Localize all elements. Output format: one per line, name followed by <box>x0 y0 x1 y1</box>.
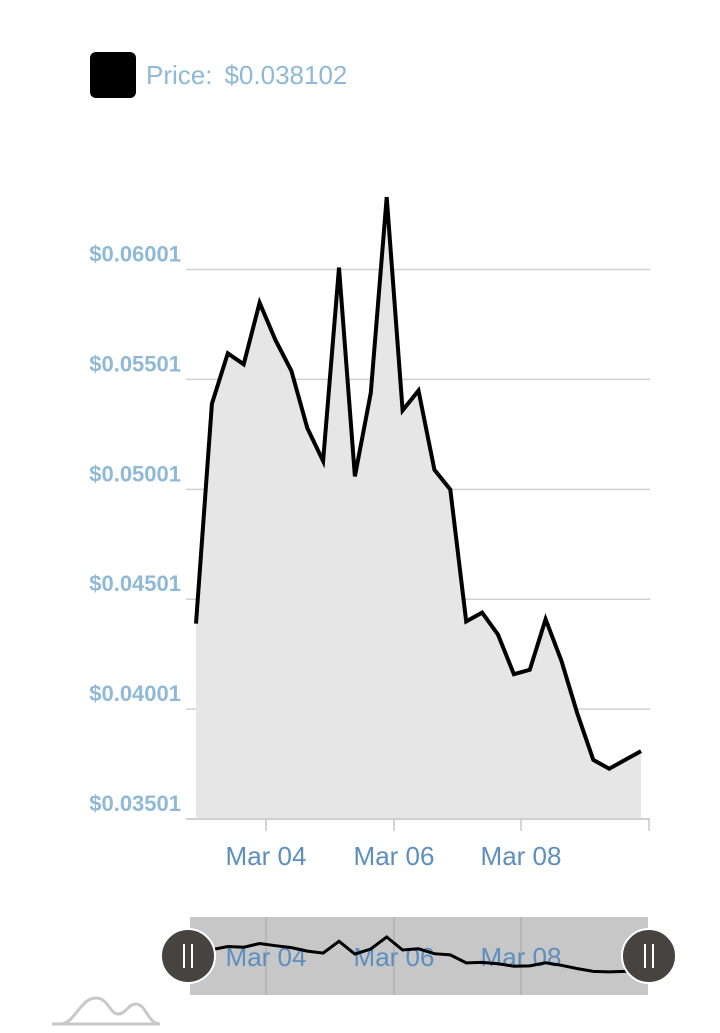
legend-swatch <box>90 52 136 98</box>
grip-lines-icon <box>183 944 193 968</box>
y-tick-label: $0.05001 <box>89 461 181 486</box>
y-axis-tick-labels: $0.03501 $0.04001 $0.04501 $0.05001 $0.05501… <box>89 242 181 816</box>
y-tick-label: $0.04501 <box>89 571 181 596</box>
x-tick-label: Mar 08 <box>481 841 562 871</box>
price-line <box>194 197 642 771</box>
y-tick-label: $0.04001 <box>89 681 181 706</box>
price-area-series <box>194 197 642 819</box>
chart-legend[interactable]: Price: $0.038102 <box>90 52 347 98</box>
y-tick-label: $0.06001 <box>89 242 181 267</box>
mini-chart-logo-icon <box>52 996 161 1026</box>
navigator-left-handle[interactable] <box>160 928 216 984</box>
y-tick-label: $0.03501 <box>89 791 181 816</box>
legend-value: $0.038102 <box>224 59 348 90</box>
x-tick-label: Mar 04 <box>226 841 307 871</box>
legend-label: Price: <box>146 59 213 90</box>
grip-lines-icon <box>644 944 654 968</box>
y-tick-label: $0.05501 <box>89 351 181 376</box>
navigator-grid-lines <box>265 917 522 995</box>
x-tick-label: Mar 06 <box>354 841 435 871</box>
navigator-series-line <box>195 935 642 974</box>
legend-text: Price: $0.038102 <box>146 60 347 91</box>
x-axis-tick-labels: Mar 04 Mar 06 Mar 08 <box>226 841 562 871</box>
navigator-right-handle[interactable] <box>621 928 677 984</box>
price-area-fill <box>196 197 641 819</box>
navigator[interactable]: Mar 04 Mar 06 Mar 08 <box>160 917 677 995</box>
navigator-x-tick-label: Mar 06 <box>354 942 435 972</box>
axes <box>186 818 650 831</box>
